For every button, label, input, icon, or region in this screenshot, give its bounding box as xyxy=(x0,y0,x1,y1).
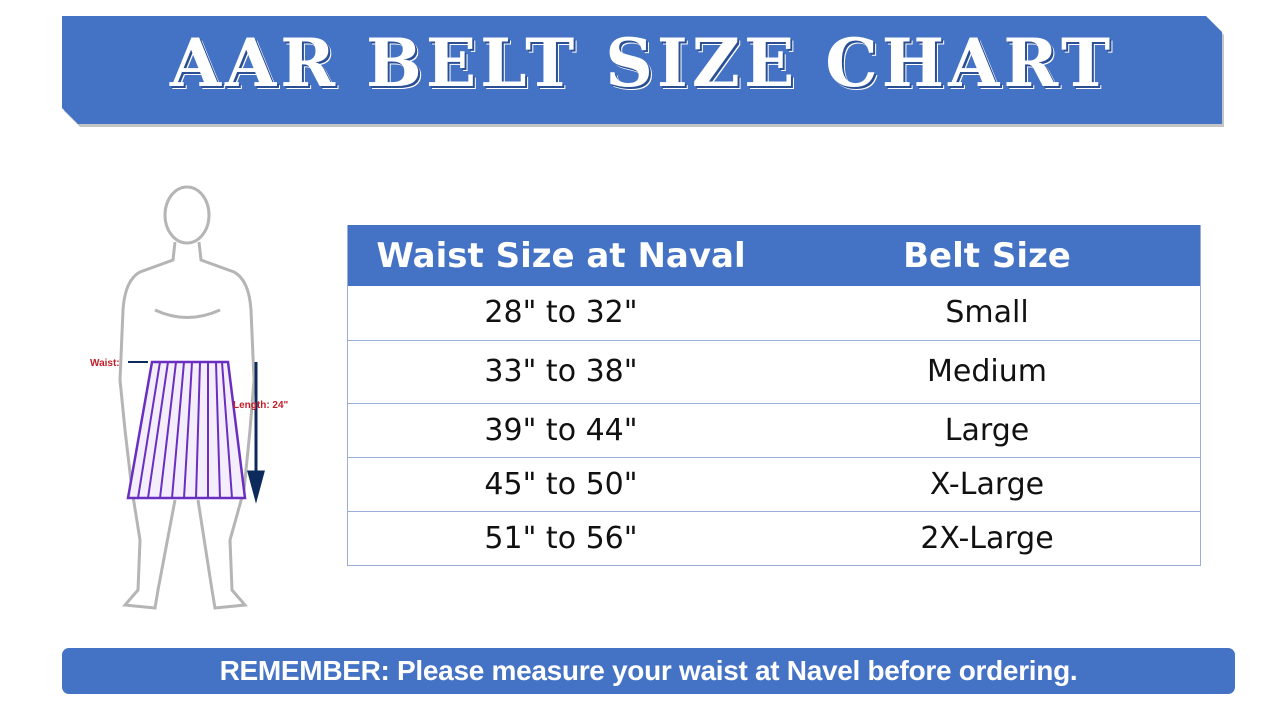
table-row: 45" to 50" X-Large xyxy=(347,457,1201,512)
reminder-banner: REMEMBER: Please measure your waist at N… xyxy=(62,648,1235,694)
length-arrow-icon xyxy=(247,362,265,504)
skirt-icon xyxy=(126,360,247,500)
length-label: Length: 24" xyxy=(233,400,289,411)
table-row: 28" to 32" Small xyxy=(347,286,1201,341)
waist-cell: 39" to 44" xyxy=(347,403,774,458)
table-row: 51" to 56" 2X-Large xyxy=(347,511,1201,566)
belt-size-cell: 2X-Large xyxy=(774,511,1201,566)
belt-size-cell: Small xyxy=(774,286,1201,341)
belt-size-cell: Medium xyxy=(774,340,1201,404)
body-outline-icon xyxy=(118,185,256,610)
belt-size-cell: Large xyxy=(774,403,1201,458)
title-banner: AAR BELT SIZE CHART xyxy=(62,16,1222,124)
waist-cell: 45" to 50" xyxy=(347,457,774,512)
table-row: 39" to 44" Large xyxy=(347,403,1201,458)
column-header-belt-size: Belt Size xyxy=(774,225,1201,286)
waist-label: Waist: xyxy=(90,358,120,369)
waist-cell: 33" to 38" xyxy=(347,340,774,404)
page-title: AAR BELT SIZE CHART xyxy=(169,24,1115,102)
size-table: Waist Size at Naval Belt Size 28" to 32"… xyxy=(347,225,1201,566)
waist-cell: 28" to 32" xyxy=(347,286,774,341)
table-header-row: Waist Size at Naval Belt Size xyxy=(347,225,1201,286)
measurement-figure: Waist: Length: 24" xyxy=(90,185,289,610)
table-row: 33" to 38" Medium xyxy=(347,340,1201,404)
column-header-waist: Waist Size at Naval xyxy=(347,225,774,286)
waist-cell: 51" to 56" xyxy=(347,511,774,566)
belt-size-cell: X-Large xyxy=(774,457,1201,512)
